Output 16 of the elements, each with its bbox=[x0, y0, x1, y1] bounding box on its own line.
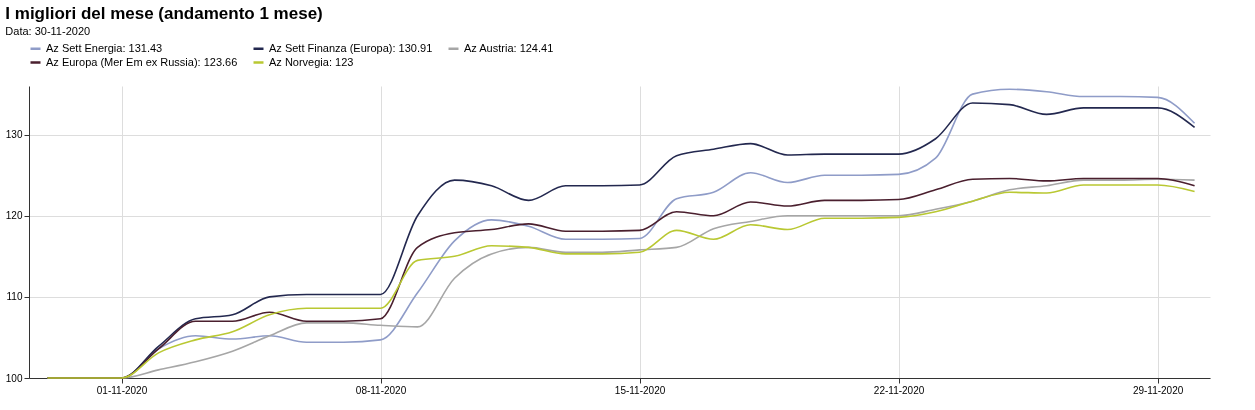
legend-label: Az Europa (Mer Em ex Russia): 123.66 bbox=[46, 55, 238, 68]
y-tick-label: 120 bbox=[5, 210, 23, 222]
legend-label: Az Sett Energia: 131.43 bbox=[46, 41, 163, 54]
y-tick-label: 110 bbox=[6, 291, 23, 303]
x-tick-label: 15-11-2020 bbox=[614, 384, 666, 396]
x-tick-label: 01-11-2020 bbox=[96, 384, 148, 396]
legend-label: Az Norvegia: 123 bbox=[269, 55, 354, 68]
y-tick-label: 100 bbox=[5, 372, 23, 384]
y-tick-label: 130 bbox=[5, 129, 23, 141]
chart-title: I migliori del mese (andamento 1 mese) bbox=[5, 4, 323, 23]
chart-subtitle: Data: 30-11-2020 bbox=[5, 25, 91, 37]
x-tick-label: 08-11-2020 bbox=[355, 384, 407, 396]
legend-label: Az Austria: 124.41 bbox=[464, 41, 554, 54]
x-tick-label: 29-11-2020 bbox=[1132, 384, 1184, 396]
legend-label: Az Sett Finanza (Europa): 130.91 bbox=[269, 41, 433, 54]
x-tick-label: 22-11-2020 bbox=[873, 384, 925, 396]
